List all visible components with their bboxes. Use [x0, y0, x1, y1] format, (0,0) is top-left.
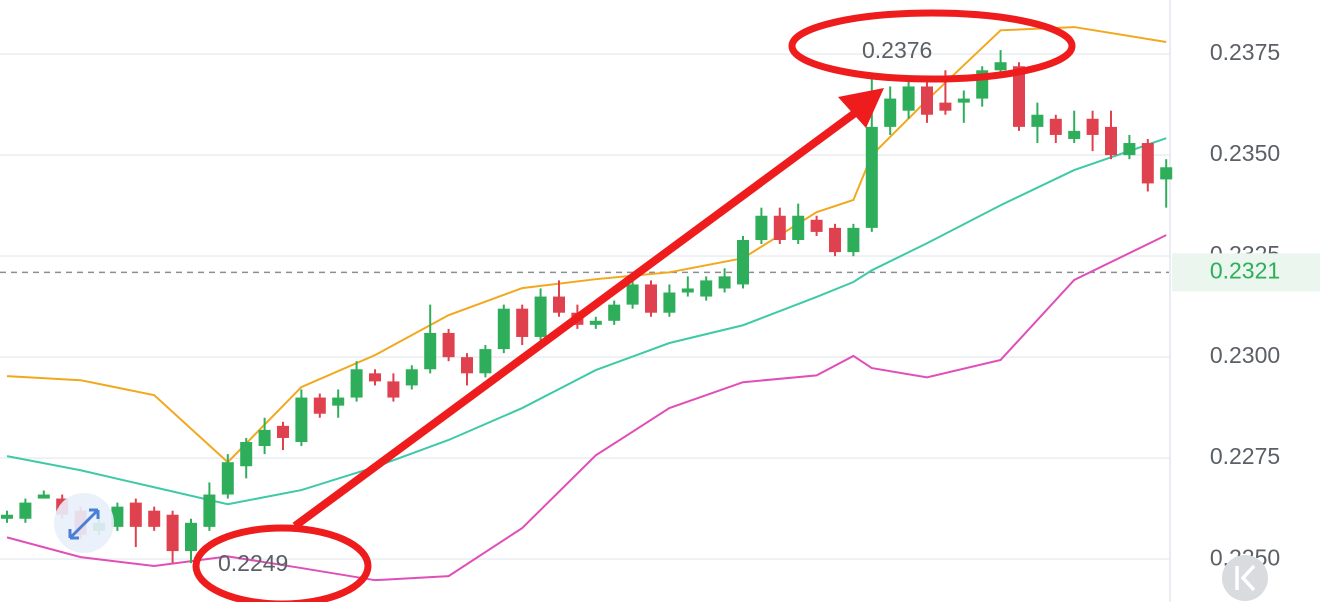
candle-body: [1013, 66, 1025, 127]
candle-body: [534, 296, 547, 337]
min-label: 0.2249: [218, 550, 288, 576]
candle-body: [240, 442, 253, 467]
candle-body: [148, 510, 161, 527]
candle-body: [1086, 118, 1099, 135]
candle-body: [737, 239, 749, 285]
band-layer: [6, 26, 1167, 582]
candle-body: [718, 276, 731, 289]
candle-body: [313, 397, 326, 414]
candle-body: [479, 349, 492, 374]
scroll-latest-button[interactable]: [1222, 555, 1268, 601]
candle-body: [773, 215, 786, 240]
candle-body: [921, 86, 933, 115]
candle-body: [865, 126, 878, 228]
candle-body: [277, 425, 289, 438]
candle-body: [221, 462, 234, 495]
candle-body: [295, 397, 308, 443]
candle-body: [663, 292, 676, 313]
candle-body: [111, 506, 124, 527]
candle-body: [810, 219, 823, 232]
candle-body: [755, 215, 768, 240]
candle-body: [1, 514, 13, 519]
candle-body: [681, 288, 694, 293]
annotation-arrowhead: [838, 88, 884, 128]
candle-body: [994, 62, 1007, 71]
candle-body: [957, 98, 970, 103]
candle-body: [792, 215, 805, 240]
y-tick-label: 0.2275: [1210, 443, 1280, 469]
candle-body: [203, 494, 216, 527]
candle-body: [1123, 143, 1136, 156]
candle-body: [847, 227, 860, 253]
annotation-circle: [788, 9, 1076, 83]
candle-body: [442, 332, 455, 358]
candle-body: [1031, 114, 1044, 127]
y-tick-label: 0.2375: [1210, 39, 1280, 65]
candle-body: [516, 308, 529, 337]
expand-button[interactable]: [54, 493, 114, 553]
candle-body: [387, 381, 400, 398]
y-tick-label: 0.2300: [1210, 342, 1280, 368]
max-label: 0.2376: [862, 37, 932, 63]
candle-body: [589, 320, 602, 325]
annotation-arrow: [292, 109, 858, 530]
candle-body: [497, 308, 510, 350]
candle-body: [902, 86, 915, 111]
candle-body: [166, 514, 179, 552]
last-price-box: [1172, 253, 1320, 292]
candle-body: [424, 332, 437, 370]
candle-body: [1160, 167, 1173, 180]
scroll-latest-icon: [1235, 564, 1256, 592]
expand-icon: [68, 508, 100, 540]
candle-body: [884, 98, 897, 127]
candle-body: [258, 429, 271, 447]
candle-body: [332, 397, 345, 406]
candle-body: [700, 280, 713, 297]
annotation-layer: 0.2376 0.2249: [192, 9, 1076, 602]
last-price-label: 0.2321: [1210, 257, 1280, 283]
candle-body: [350, 369, 363, 398]
band-line: [6, 234, 1167, 582]
candle-body: [369, 373, 381, 382]
candle-body: [19, 502, 32, 519]
candle-body: [626, 284, 639, 305]
axis-layer: 0.22500.22750.23000.23250.23500.23750.23…: [1172, 39, 1320, 570]
candle-body: [1068, 130, 1081, 139]
candle-body: [829, 227, 841, 253]
candle-body: [1049, 118, 1062, 135]
candle-body: [1105, 126, 1117, 156]
candle-body: [185, 522, 197, 552]
annotation-circle: [192, 524, 372, 602]
candle-body: [553, 296, 565, 313]
candle-body: [645, 284, 657, 313]
candle-body: [129, 502, 142, 527]
candle-body: [939, 102, 952, 111]
candle-body: [405, 369, 418, 386]
band-line: [6, 137, 1167, 506]
candle-body: [608, 304, 621, 321]
grid-layer: [0, 53, 1170, 561]
candle-body: [37, 494, 50, 499]
y-tick-label: 0.2350: [1210, 140, 1280, 166]
candle-body: [1141, 143, 1154, 184]
band-line: [6, 26, 1167, 464]
candle-body: [461, 357, 473, 374]
